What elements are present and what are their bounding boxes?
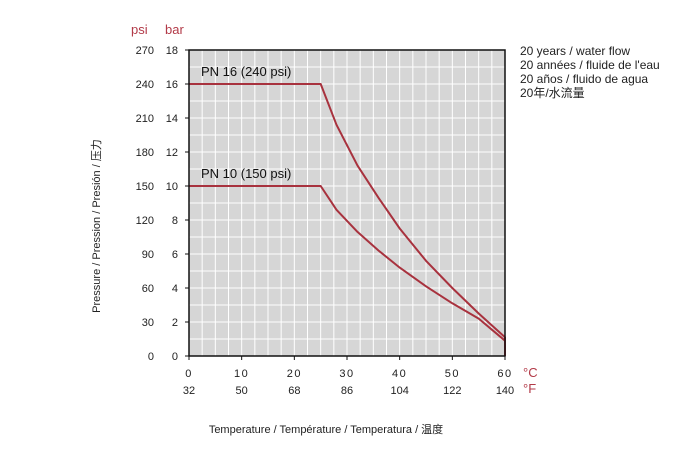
y2-tick-label: 30 xyxy=(142,317,154,329)
legend-line: 20 años / fluido de agua xyxy=(520,72,648,86)
legend-line: 20 years / water flow xyxy=(520,44,630,58)
y-tick-label: 10 xyxy=(166,181,178,193)
x2-tick-label: 68 xyxy=(288,385,300,397)
x-tick-label: 60 xyxy=(497,368,512,380)
axes xyxy=(185,49,506,360)
y-unit-label: bar xyxy=(165,22,184,37)
y-tick-label: 0 xyxy=(172,351,178,363)
x-tick-label: 50 xyxy=(445,368,460,380)
x-tick-label: 0 xyxy=(185,368,193,380)
y-tick-label: 6 xyxy=(172,249,178,261)
y2-tick-label: 90 xyxy=(142,249,154,261)
y-tick-label: 14 xyxy=(166,113,178,125)
y2-tick-label: 120 xyxy=(136,215,154,227)
series-label: PN 16 (240 psi) xyxy=(201,64,291,79)
y-tick-label: 18 xyxy=(166,45,178,57)
x-tick-label: 10 xyxy=(234,368,249,380)
y2-tick-label: 210 xyxy=(136,113,154,125)
x2-tick-label: 86 xyxy=(341,385,353,397)
y-tick-label: 4 xyxy=(172,283,178,295)
series-line xyxy=(189,185,506,356)
y2-unit-label: psi xyxy=(131,22,148,37)
x-tick-label: 40 xyxy=(392,368,407,380)
y-tick-label: 8 xyxy=(172,215,178,227)
y2-tick-label: 0 xyxy=(148,351,154,363)
legend: 20 years / water flow 20 années / fluide… xyxy=(520,44,660,100)
y-axis-title: Pressure / Pression / Presión / 压力 xyxy=(90,139,103,313)
x-tick-label: 30 xyxy=(339,368,354,380)
y2-tick-label: 180 xyxy=(136,147,154,159)
x2-tick-label: 140 xyxy=(496,385,514,397)
x2-tick-label: 104 xyxy=(390,385,408,397)
x2-tick-label: 32 xyxy=(183,385,195,397)
legend-line: 20年/水流量 xyxy=(520,86,585,100)
x2-tick-label: 122 xyxy=(443,385,461,397)
x-unit-label: °C xyxy=(523,365,538,380)
x2-unit-label: °F xyxy=(523,381,536,396)
series-line xyxy=(189,83,506,356)
x-tick-label: 20 xyxy=(287,368,302,380)
series-label: PN 10 (150 psi) xyxy=(201,166,291,181)
tick-labels: 0023046069081201015012180142101624018270… xyxy=(136,45,515,397)
x2-tick-label: 50 xyxy=(236,385,248,397)
legend-line: 20 années / fluide de l'eau xyxy=(520,58,660,72)
y2-tick-label: 240 xyxy=(136,79,154,91)
y2-tick-label: 150 xyxy=(136,181,154,193)
y2-tick-label: 270 xyxy=(136,45,154,57)
y-tick-label: 12 xyxy=(166,147,178,159)
x-axis-title: Temperature / Température / Temperatura … xyxy=(209,422,443,436)
y2-tick-label: 60 xyxy=(142,283,154,295)
grid-lines xyxy=(189,50,505,356)
y-tick-label: 2 xyxy=(172,317,178,329)
y-tick-label: 16 xyxy=(166,79,178,91)
series-layer: PN 16 (240 psi) PN 10 (150 psi) xyxy=(189,64,506,356)
